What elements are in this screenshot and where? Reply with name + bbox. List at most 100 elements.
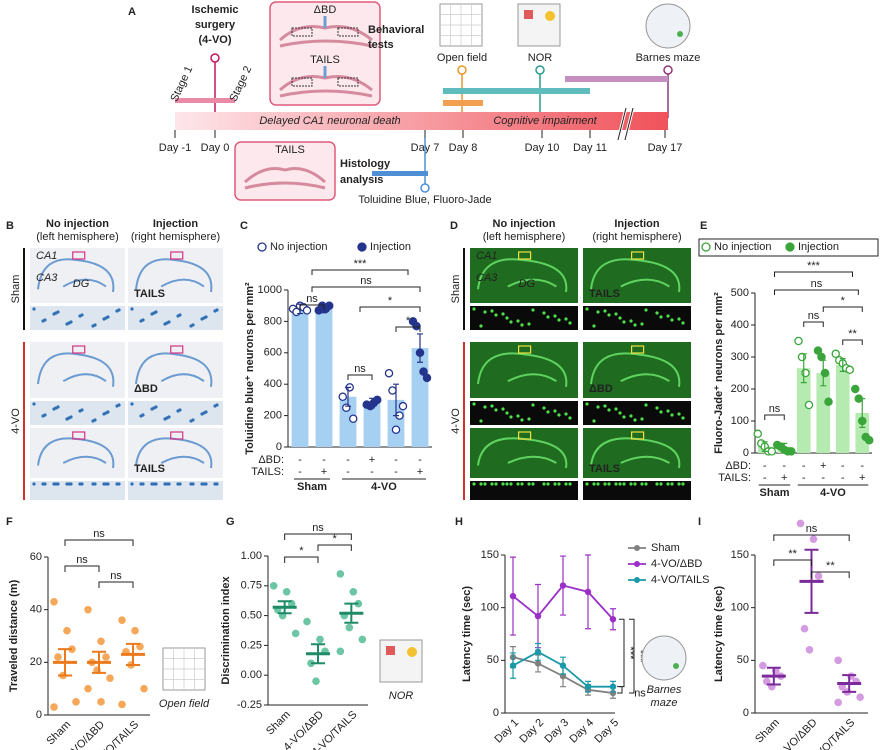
micrograph bbox=[583, 428, 691, 478]
cell bbox=[516, 414, 520, 418]
cell bbox=[677, 412, 681, 416]
bar bbox=[796, 368, 811, 453]
significance-label: * bbox=[406, 315, 411, 327]
row-mark: - bbox=[394, 454, 398, 466]
x-tick-label: Sham bbox=[264, 709, 293, 738]
significance-bracket bbox=[773, 534, 850, 541]
data-point bbox=[809, 535, 818, 543]
region-label: CA1 bbox=[36, 250, 57, 262]
cell bbox=[553, 409, 557, 413]
significance-label: ns bbox=[110, 570, 122, 582]
cell bbox=[659, 410, 663, 414]
row-mark: - bbox=[841, 460, 845, 472]
panel-label: A bbox=[128, 6, 136, 18]
data-point bbox=[341, 403, 351, 412]
data-point bbox=[118, 616, 126, 624]
row-mark: - bbox=[298, 466, 302, 478]
day-label: Day 0 bbox=[201, 142, 230, 154]
data-point bbox=[805, 646, 814, 654]
strip bbox=[128, 481, 223, 500]
pin-head bbox=[663, 65, 673, 75]
icon-label: NOR bbox=[389, 690, 414, 702]
data-point bbox=[824, 397, 833, 407]
error-bar bbox=[393, 383, 399, 417]
column-header: (right hemisphere) bbox=[592, 231, 681, 243]
strip bbox=[583, 481, 691, 500]
row-mark: - bbox=[821, 472, 825, 484]
cell bbox=[596, 310, 600, 314]
day-label: Day 11 bbox=[573, 142, 607, 154]
treatment-label: ΔBD bbox=[589, 383, 613, 395]
bar bbox=[816, 373, 831, 453]
cell bbox=[501, 407, 505, 411]
error-bar bbox=[839, 358, 846, 372]
significance-bracket bbox=[347, 374, 373, 380]
data-point bbox=[302, 306, 312, 315]
cell bbox=[91, 482, 95, 486]
region-label: DG bbox=[73, 278, 90, 290]
legend-marker bbox=[634, 577, 640, 583]
y-tick-label: 20 bbox=[30, 656, 42, 668]
cell bbox=[200, 317, 204, 321]
significance-label: *** bbox=[624, 647, 636, 661]
cell bbox=[479, 482, 483, 486]
cell-layer bbox=[620, 373, 670, 383]
cell bbox=[150, 407, 154, 411]
target bbox=[337, 27, 359, 37]
icon-label: Open field bbox=[159, 698, 210, 710]
bar bbox=[315, 308, 333, 447]
data-point bbox=[316, 635, 324, 644]
cell bbox=[655, 482, 659, 486]
row-label: ΔBD: bbox=[258, 454, 284, 466]
data-point bbox=[282, 587, 291, 596]
cell bbox=[490, 309, 494, 313]
significance-bracket bbox=[284, 533, 352, 540]
data-point bbox=[336, 570, 345, 578]
significance-bracket bbox=[811, 571, 850, 578]
row-mark: - bbox=[346, 466, 350, 478]
cell bbox=[509, 482, 513, 486]
significance-bracket bbox=[311, 286, 421, 292]
cell bbox=[607, 482, 611, 486]
data-point bbox=[509, 662, 517, 669]
cell bbox=[102, 482, 106, 486]
y-tick-label: 400 bbox=[731, 319, 749, 331]
cell bbox=[505, 411, 509, 415]
cell bbox=[557, 318, 561, 322]
significance-label: ** bbox=[826, 560, 835, 572]
micrograph bbox=[128, 248, 223, 303]
cell bbox=[41, 319, 45, 323]
cell bbox=[78, 482, 82, 486]
cell-layer bbox=[62, 278, 107, 288]
axis-break bbox=[617, 107, 627, 141]
significance-bracket bbox=[619, 618, 625, 688]
micrograph bbox=[470, 428, 578, 478]
y-tick-label: 50 bbox=[737, 654, 749, 666]
roi bbox=[72, 251, 86, 260]
cell bbox=[483, 405, 487, 409]
y-tick-label: 100 bbox=[731, 602, 749, 614]
row-mark: + bbox=[417, 466, 423, 478]
cell bbox=[603, 404, 607, 408]
y-tick-label: 1000 bbox=[258, 284, 282, 296]
y-tick-label: 0 bbox=[493, 707, 499, 719]
cell bbox=[32, 307, 36, 311]
significance-label: *** bbox=[807, 260, 821, 272]
cell bbox=[472, 402, 476, 406]
cell bbox=[614, 312, 618, 316]
data-point bbox=[834, 656, 842, 665]
target bbox=[291, 27, 313, 37]
row-mark: - bbox=[763, 472, 767, 484]
legend-marker bbox=[634, 545, 640, 551]
roi bbox=[517, 345, 532, 354]
error-bar bbox=[800, 353, 807, 384]
significance-label: * bbox=[299, 545, 304, 557]
significance-bracket bbox=[359, 306, 421, 312]
data-point bbox=[559, 662, 567, 669]
significance-bracket bbox=[842, 339, 863, 345]
significance-label: * bbox=[841, 295, 846, 307]
cell bbox=[52, 407, 56, 411]
day-label: Day 8 bbox=[449, 142, 478, 154]
day-label: Day 17 bbox=[648, 142, 683, 154]
